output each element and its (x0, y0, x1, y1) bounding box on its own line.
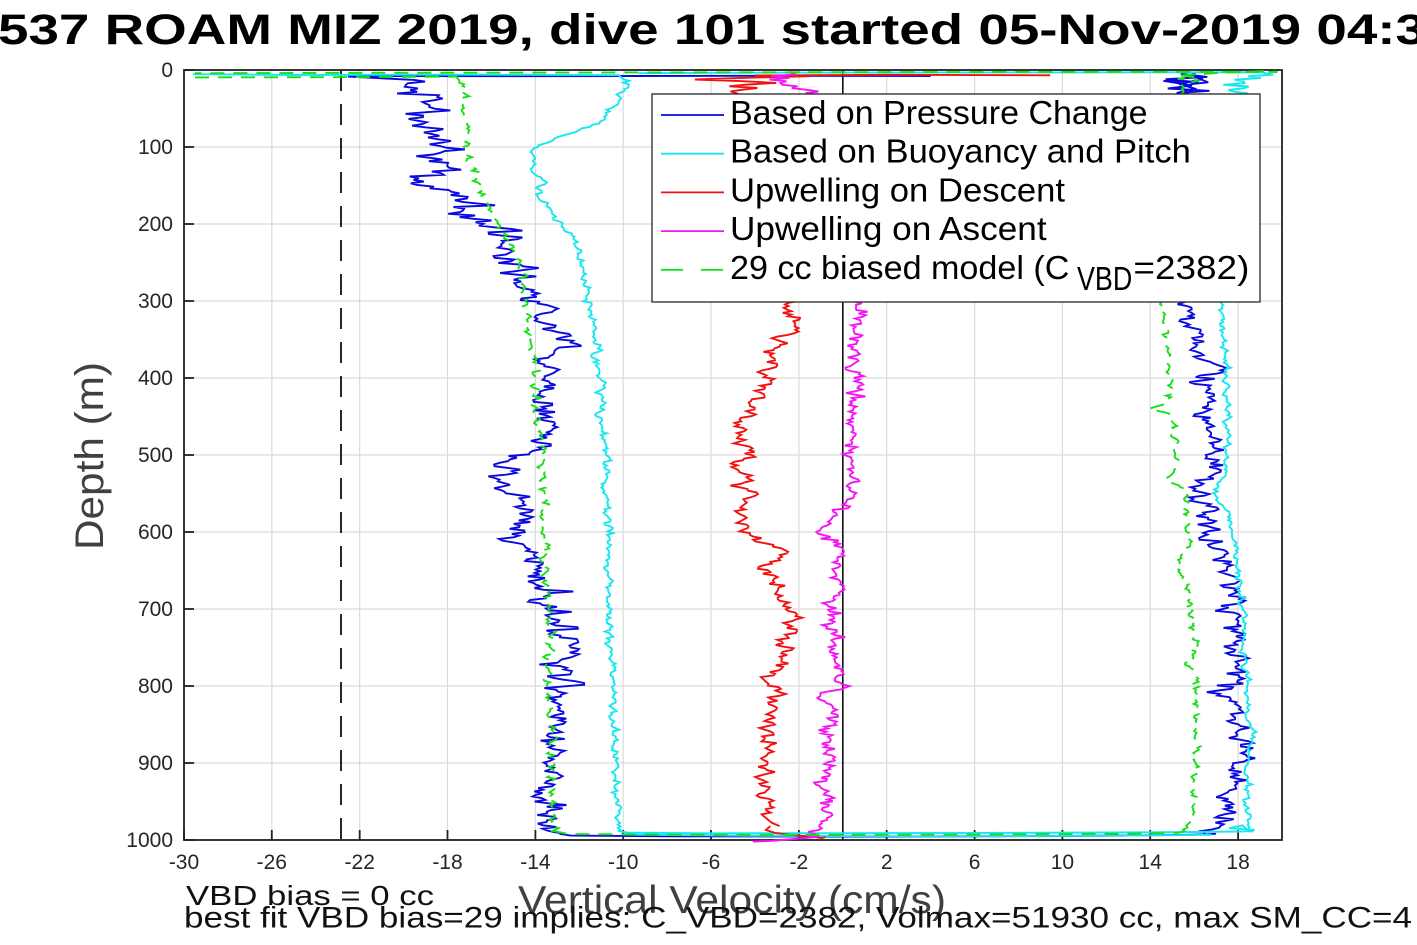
svg-text:29 cc biased model (C: 29 cc biased model (C (730, 249, 1069, 286)
svg-text:300: 300 (138, 290, 173, 313)
svg-text:700: 700 (138, 598, 173, 621)
svg-text:800: 800 (138, 675, 173, 698)
svg-text:-2: -2 (790, 851, 809, 874)
svg-text:537 ROAM MIZ 2019, dive 101 st: 537 ROAM MIZ 2019, dive 101 started 05-N… (0, 6, 1417, 54)
svg-text:500: 500 (138, 444, 173, 467)
svg-text:VBD bias = 0 cc: VBD bias = 0 cc (186, 880, 434, 911)
svg-text:-6: -6 (702, 851, 721, 874)
svg-text:-18: -18 (432, 851, 462, 874)
svg-text:18: 18 (1226, 851, 1249, 874)
svg-text:2: 2 (881, 851, 893, 874)
svg-text:Based on Pressure Change: Based on Pressure Change (730, 94, 1148, 131)
svg-text:-26: -26 (257, 851, 287, 874)
svg-text:14: 14 (1139, 851, 1163, 874)
svg-text:Based on Buoyancy and Pitch: Based on Buoyancy and Pitch (730, 133, 1191, 170)
svg-text:900: 900 (138, 752, 173, 775)
svg-text:-10: -10 (608, 851, 638, 874)
svg-text:0: 0 (161, 59, 173, 82)
svg-text:-22: -22 (345, 851, 375, 874)
svg-text:-30: -30 (169, 851, 199, 874)
svg-text:200: 200 (138, 213, 173, 236)
svg-text:100: 100 (138, 136, 173, 159)
svg-text:Upwelling on Descent: Upwelling on Descent (730, 171, 1065, 208)
svg-text:best fit VBD bias=29 implies:: best fit VBD bias=29 implies: C_VBD=2382… (184, 902, 1412, 935)
svg-text:10: 10 (1051, 851, 1074, 874)
svg-text:Depth (m): Depth (m) (68, 362, 112, 550)
svg-text:=2382): =2382) (1133, 249, 1249, 286)
svg-text:-14: -14 (520, 851, 551, 874)
svg-text:1000: 1000 (126, 829, 173, 852)
svg-text:Upwelling on Ascent: Upwelling on Ascent (730, 210, 1047, 247)
svg-text:400: 400 (138, 367, 173, 390)
svg-text:600: 600 (138, 521, 173, 544)
svg-text:Vertical Velocity (cm/s): Vertical Velocity (cm/s) (518, 879, 946, 922)
svg-text:VBD: VBD (1077, 260, 1132, 297)
svg-text:6: 6 (969, 851, 981, 874)
